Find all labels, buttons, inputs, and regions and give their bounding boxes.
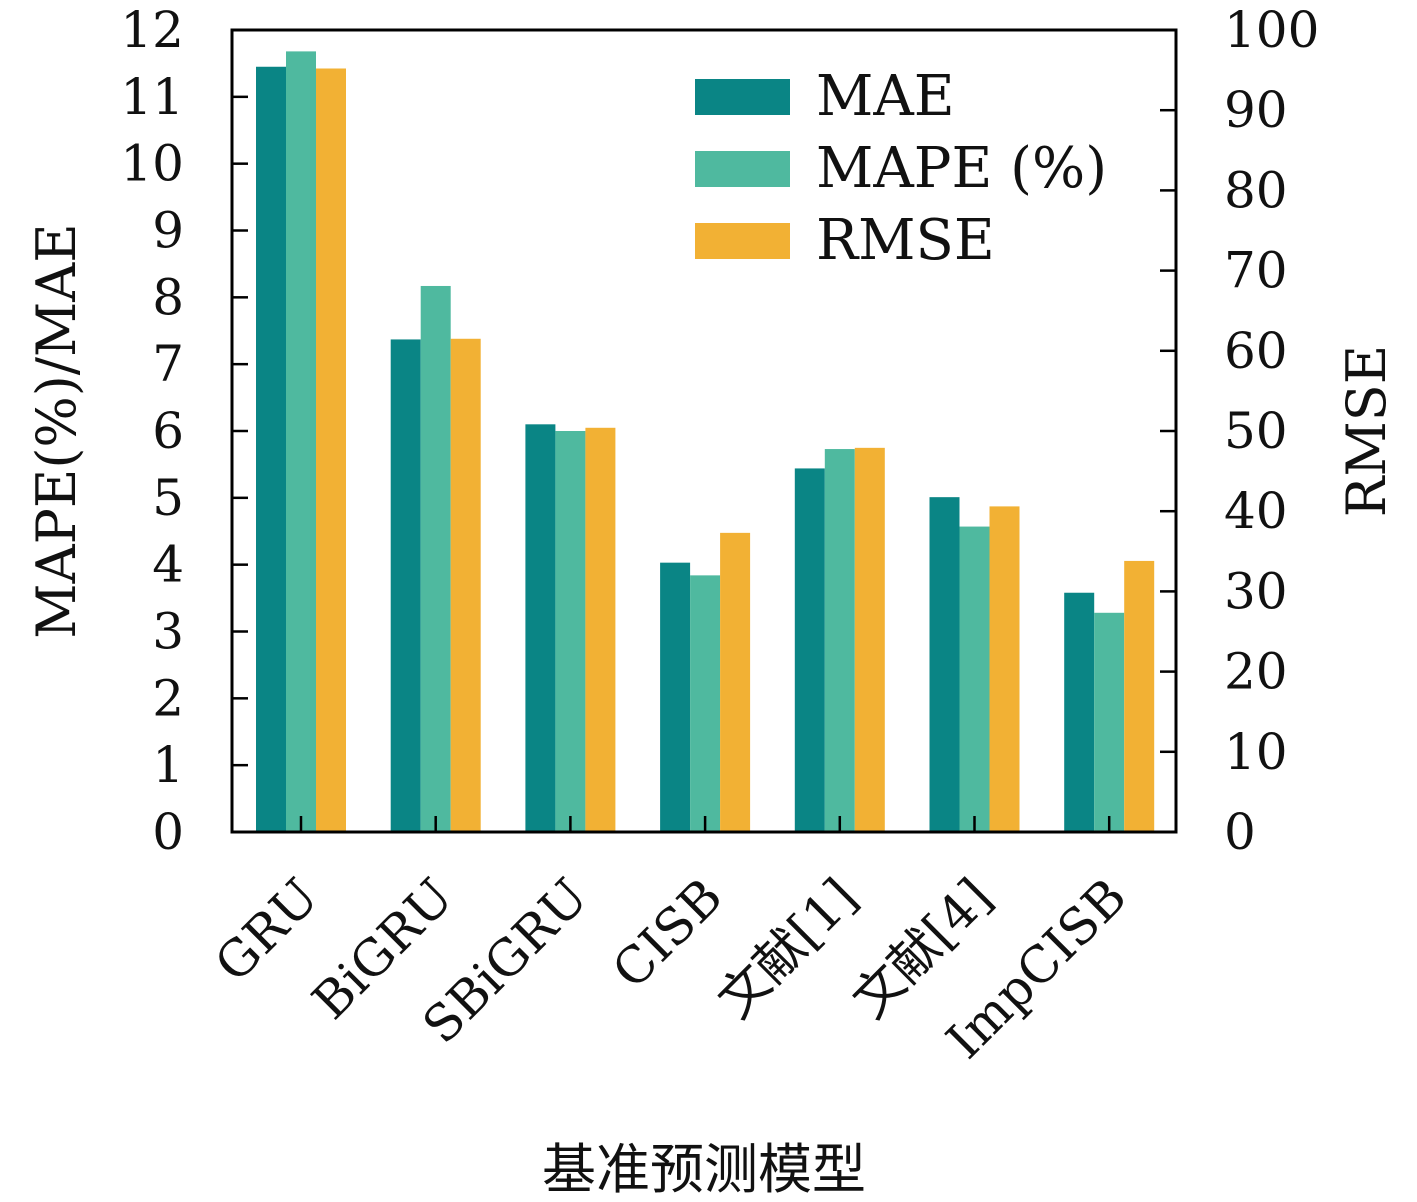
legend-swatch-2 [695, 223, 790, 259]
left-tick-label-4: 4 [152, 536, 184, 594]
right-tick-label-9: 90 [1224, 81, 1288, 139]
bar-mae-2 [525, 424, 556, 832]
right-tick-label-5: 50 [1224, 402, 1288, 460]
right-tick-label-2: 20 [1224, 643, 1288, 701]
right-tick-label-8: 80 [1224, 161, 1288, 219]
x-tick-label-0: GRU [204, 867, 330, 993]
bar-mape-2 [555, 431, 586, 832]
left-tick-label-1: 1 [152, 736, 184, 794]
bar-mae-4 [794, 468, 825, 832]
x-tick-label-4: 文献[1] [706, 867, 868, 1029]
bar-mae-0 [256, 66, 286, 833]
left-tick-label-7: 7 [152, 335, 184, 393]
right-tick-label-10: 100 [1224, 1, 1319, 59]
right-tick-label-3: 30 [1224, 562, 1288, 620]
bar-rmse-3 [720, 532, 751, 832]
bar-rmse-0 [316, 68, 346, 833]
y-axis-left-title: MAPE(%)/MAE [25, 223, 88, 638]
bar-mae-1 [390, 339, 421, 832]
right-axis: 0 10 20 30 40 50 60 70 80 90 100 [1160, 1, 1319, 861]
right-tick-label-0: 0 [1224, 803, 1256, 861]
bar-mape-0 [286, 51, 316, 833]
left-tick-label-0: 0 [152, 803, 184, 861]
bar-rmse-5 [989, 506, 1020, 832]
bar-mape-4 [824, 449, 855, 832]
legend-label-1: MAPE (%) [816, 136, 1107, 201]
left-tick-label-10: 10 [120, 135, 184, 193]
plot-frame [230, 28, 1178, 834]
left-tick-label-3: 3 [152, 603, 184, 661]
bar-rmse-6 [1124, 560, 1155, 832]
legend-swatch-1 [695, 151, 790, 187]
bar-rmse-1 [450, 338, 481, 832]
legend-label-0: MAE [816, 64, 955, 129]
x-axis-title: 基准预测模型 [542, 1138, 866, 1201]
bar-rmse-4 [854, 447, 885, 832]
left-tick-label-11: 11 [120, 68, 184, 126]
bar-mape-6 [1094, 612, 1125, 832]
right-tick-label-6: 60 [1224, 322, 1288, 380]
left-tick-label-9: 9 [152, 202, 184, 260]
bars-layer [256, 51, 1155, 833]
left-tick-label-8: 8 [152, 268, 184, 326]
bar-mape-3 [690, 575, 721, 832]
legend-label-2: RMSE [816, 208, 995, 273]
bar-mae-5 [929, 497, 960, 832]
left-tick-label-2: 2 [152, 669, 184, 727]
right-tick-label-1: 10 [1224, 723, 1288, 781]
right-tick-label-4: 40 [1224, 482, 1288, 540]
right-tick-label-7: 70 [1224, 242, 1288, 300]
bar-mape-1 [420, 285, 451, 832]
left-tick-label-12: 12 [120, 1, 184, 59]
y-axis-right-title: RMSE [1335, 345, 1398, 517]
bar-mae-3 [660, 562, 691, 832]
legend-swatch-0 [695, 79, 790, 115]
bar-rmse-2 [585, 427, 616, 832]
bar-mape-5 [959, 526, 990, 832]
bar-mae-6 [1064, 592, 1095, 832]
legend: MAE MAPE (%) RMSE [695, 64, 1107, 273]
left-tick-label-5: 5 [152, 469, 184, 527]
left-tick-label-6: 6 [152, 402, 184, 460]
